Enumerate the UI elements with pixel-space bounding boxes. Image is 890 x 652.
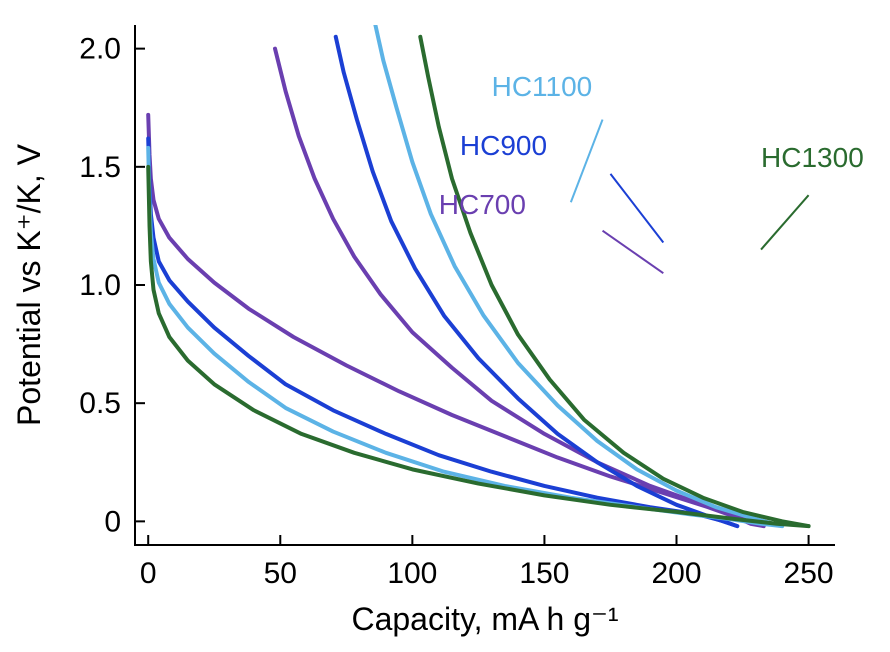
x-tick-label: 200 bbox=[651, 557, 701, 590]
x-axis-title: Capacity, mA h g⁻¹ bbox=[351, 601, 618, 637]
y-tick-label: 1.0 bbox=[79, 269, 121, 302]
x-tick-label: 150 bbox=[519, 557, 569, 590]
y-axis-title: Potential vs K⁺/K, V bbox=[11, 143, 47, 426]
chart-background bbox=[0, 0, 890, 652]
y-tick-label: 1.5 bbox=[79, 151, 121, 184]
x-tick-label: 100 bbox=[387, 557, 437, 590]
capacity-potential-chart: 0 50 100 150 200 250 0 0.5 1.0 1.5 2.0 Capacity, mA… bbox=[0, 0, 890, 652]
legend-HC1300: HC1300 bbox=[761, 142, 864, 173]
x-tick-label: 0 bbox=[140, 557, 157, 590]
y-tick-label: 0.5 bbox=[79, 387, 121, 420]
legend-HC1100: HC1100 bbox=[492, 71, 593, 102]
legend-HC700: HC700 bbox=[439, 189, 526, 220]
x-tick-label: 250 bbox=[784, 557, 834, 590]
y-tick-label: 2.0 bbox=[79, 33, 121, 66]
legend-HC900: HC900 bbox=[460, 130, 547, 161]
x-tick-label: 50 bbox=[264, 557, 297, 590]
chart-svg: 0 50 100 150 200 250 0 0.5 1.0 1.5 2.0 Capacity, mA… bbox=[0, 0, 890, 652]
y-tick-label: 0 bbox=[104, 505, 121, 538]
